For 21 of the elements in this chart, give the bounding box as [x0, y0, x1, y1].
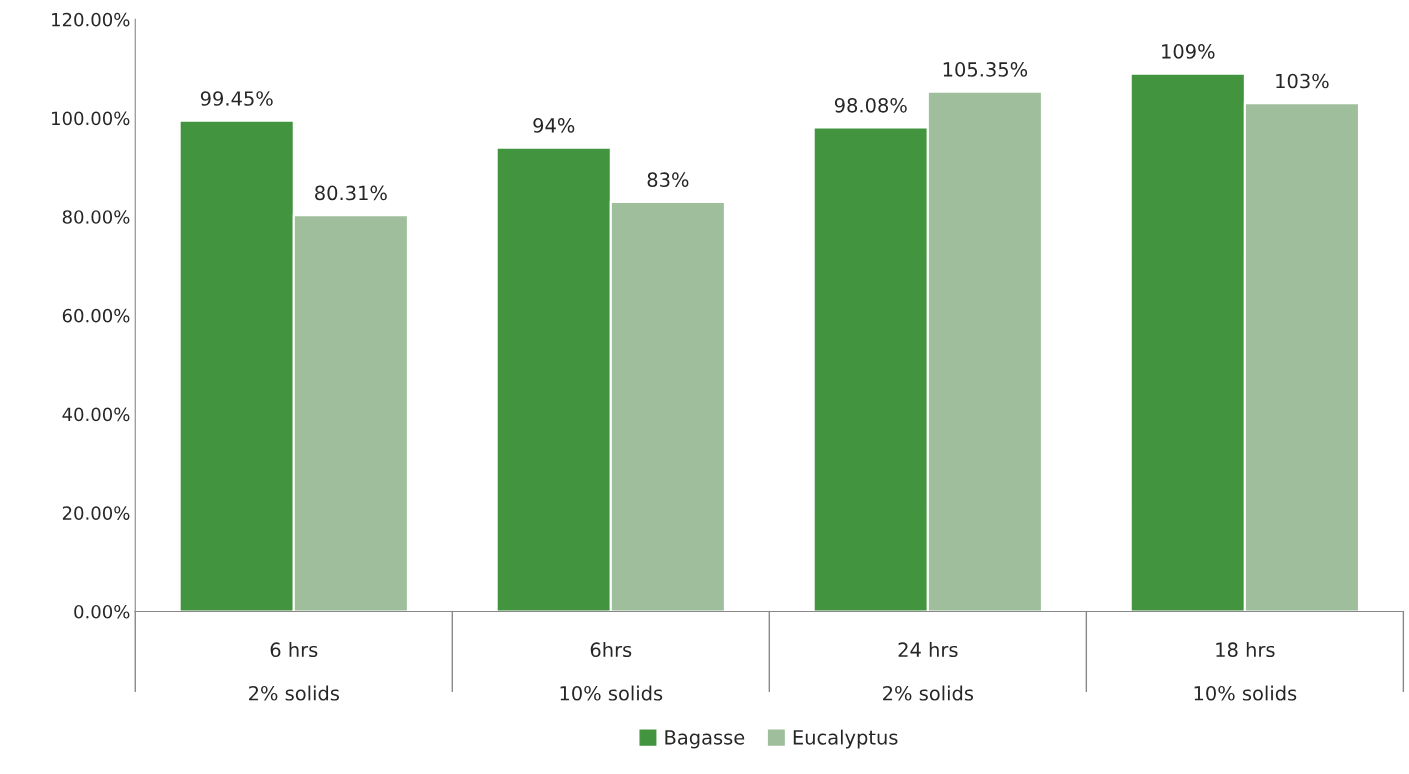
data-label: 105.35% — [943, 62, 1028, 77]
legend-label: Bagasse — [665, 730, 745, 749]
category-label: 24 hrs 2% solids — [883, 642, 974, 701]
data-label: 98.08% — [834, 97, 907, 113]
y-tick-label: 60.00% — [62, 308, 130, 323]
y-tick-label: 80.00% — [62, 210, 130, 224]
y-tick-label: 0.00% — [74, 604, 130, 619]
data-label: 83% — [647, 172, 689, 188]
data-label: 103% — [1276, 73, 1329, 89]
category-label: 18 hrs 10% solids — [1194, 642, 1297, 701]
data-label: 99.45% — [200, 91, 273, 106]
category-label: 6hrs 10% solids — [560, 642, 663, 701]
category-label: 6 hrs 2% solids — [249, 642, 339, 701]
data-label: 80.31% — [315, 185, 387, 201]
y-tick-label: 40.00% — [62, 407, 130, 422]
legend-label: Eucalyptus — [793, 729, 898, 749]
data-label: 109% — [1162, 44, 1215, 59]
data-label: 94% — [533, 118, 575, 133]
y-tick-label: 120.00% — [52, 12, 130, 27]
y-tick-label: 20.00% — [62, 506, 130, 520]
y-tick-label: 100.00% — [52, 111, 130, 126]
